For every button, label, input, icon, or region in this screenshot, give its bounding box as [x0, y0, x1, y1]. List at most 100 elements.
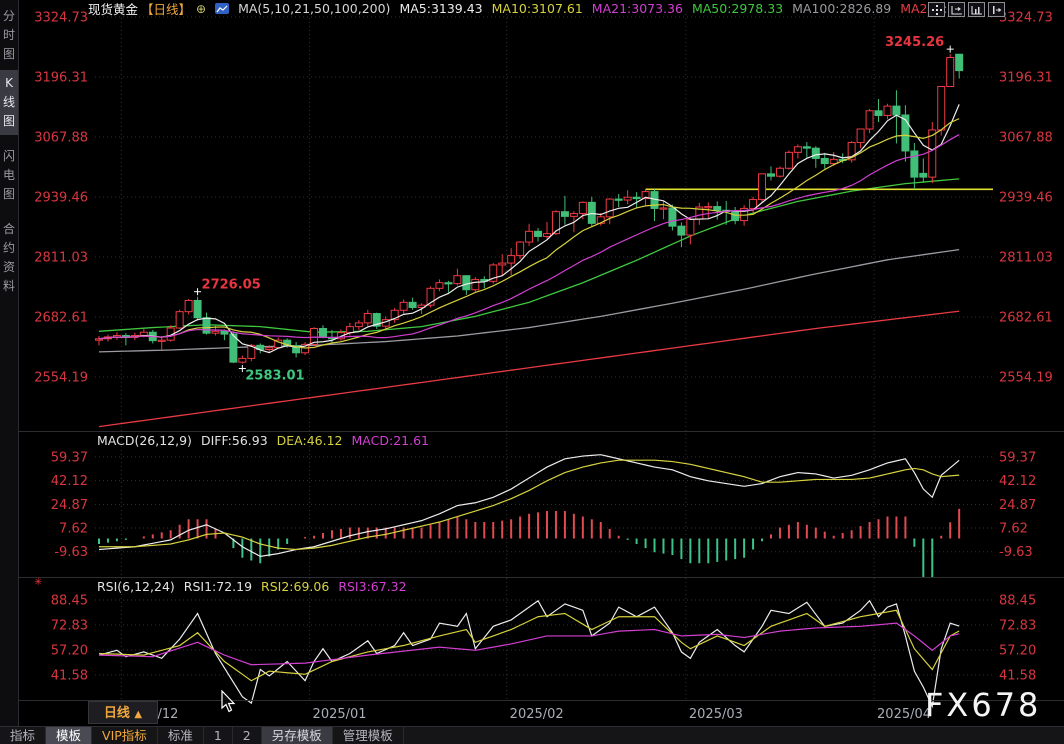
- ma-value-label: MA21:3073.36: [591, 1, 683, 16]
- bottom-toolbar: 指标 模板 VIP指标 标准 1 2 另存模板 管理模板: [0, 726, 1064, 744]
- toolbar-item-指标[interactable]: 指标: [0, 727, 47, 744]
- svg-text:88.45: 88.45: [999, 594, 1036, 609]
- chart-toolbar-icons: [928, 2, 1005, 17]
- macd-title: MACD(26,12,9): [97, 433, 192, 448]
- sidebar-item-分时图[interactable]: 分 时 图: [2, 9, 15, 61]
- rsi2-value: RSI2:69.06: [261, 579, 330, 594]
- svg-text:59.37: 59.37: [51, 450, 88, 465]
- macd-dea-value: DEA:46.12: [276, 433, 343, 448]
- svg-text:3067.88: 3067.88: [34, 131, 88, 146]
- candlestick-series: [95, 53, 964, 364]
- svg-text:3196.31: 3196.31: [34, 70, 88, 85]
- symbol-name: 现货黄金: [88, 2, 139, 17]
- panel-dividers: [18, 0, 1064, 744]
- toolbar-item-VIP指标[interactable]: VIP指标: [92, 727, 158, 744]
- period-tag: 【日线】: [141, 2, 192, 17]
- svg-text:24.87: 24.87: [999, 498, 1036, 513]
- price-annotation: 3245.26: [885, 35, 944, 50]
- macd-macd-value: MACD:21.61: [351, 433, 429, 448]
- svg-text:2554.19: 2554.19: [34, 370, 88, 385]
- pan-right-icon[interactable]: [988, 2, 1005, 17]
- svg-text:72.83: 72.83: [999, 618, 1036, 633]
- svg-text:2811.03: 2811.03: [999, 251, 1053, 266]
- svg-text:3324.73: 3324.73: [34, 11, 88, 26]
- ma21-line: [98, 134, 960, 340]
- ma-value-label: MA10:3107.61: [491, 1, 583, 16]
- ma-group-label: MA(5,10,21,50,100,200): [238, 1, 391, 16]
- toolbar-item-标准[interactable]: 标准: [158, 727, 204, 744]
- svg-text:-9.63: -9.63: [999, 545, 1033, 560]
- svg-text:57.20: 57.20: [51, 644, 88, 659]
- ma100-line: [98, 248, 960, 353]
- zoom-horizontal-icon[interactable]: [948, 2, 965, 17]
- expand-icon[interactable]: ⊕: [196, 1, 207, 16]
- svg-text:59.37: 59.37: [999, 450, 1036, 465]
- extreme-marker-cross: [194, 288, 202, 296]
- rsi-indicator: [98, 599, 960, 709]
- chart-type-icon[interactable]: [215, 3, 230, 14]
- date-label: 2025/03: [688, 707, 743, 722]
- toolbar-item-管理模板[interactable]: 管理模板: [333, 727, 404, 744]
- price-annotations: 3245.26 2726.05 2583.01: [194, 35, 954, 384]
- ma-value-label: MA5:3139.43: [399, 1, 483, 16]
- toolbar-item-另存模板[interactable]: 另存模板: [261, 727, 333, 744]
- ma-legend: MA5:3139.43 MA10:3107.61 MA21:3073.36 MA50:…: [399, 1, 955, 16]
- brand-watermark: FX678: [925, 686, 1042, 724]
- move-crosshair-icon[interactable]: [928, 2, 945, 17]
- rsi2-line: [98, 609, 960, 682]
- svg-text:41.58: 41.58: [999, 668, 1036, 683]
- svg-text:-9.63: -9.63: [54, 545, 88, 560]
- svg-text:57.20: 57.20: [999, 644, 1036, 659]
- extreme-marker-cross: [946, 45, 954, 53]
- svg-text:2939.46: 2939.46: [999, 190, 1053, 205]
- macd-indicator: [98, 454, 961, 578]
- period-label: 日线: [103, 706, 130, 721]
- svg-text:42.12: 42.12: [999, 474, 1036, 489]
- axis-labels: 3324.73 3324.73 3196.31 3196.31 3067.88 3067.…: [34, 11, 1053, 684]
- svg-text:3324.73: 3324.73: [999, 11, 1053, 26]
- svg-text:7.62: 7.62: [999, 522, 1028, 537]
- svg-text:24.87: 24.87: [51, 498, 88, 513]
- rsi3-value: RSI3:67.32: [338, 579, 407, 594]
- panel-marker-icon[interactable]: ✳: [34, 577, 43, 588]
- date-label: 2025/04: [877, 707, 932, 722]
- ma200-line: [98, 310, 960, 428]
- svg-text:2682.61: 2682.61: [999, 310, 1053, 325]
- rsi-panel-header: RSI(6,12,24) RSI1:72.19 RSI2:69.06 RSI3:…: [97, 579, 407, 594]
- price-annotation: 2726.05: [202, 278, 261, 293]
- sidebar-item-K线图[interactable]: K 线 图: [0, 70, 18, 135]
- date-label: 2025/02: [509, 707, 564, 722]
- ma50-line: [98, 178, 960, 333]
- toolbar-item-模板[interactable]: 模板: [46, 727, 93, 744]
- svg-text:2554.19: 2554.19: [999, 370, 1053, 385]
- toolbar-item-2[interactable]: 2: [233, 727, 262, 744]
- svg-text:3196.31: 3196.31: [999, 70, 1053, 85]
- rsi1-line: [98, 599, 960, 709]
- macd-diff-value: DIFF:56.93: [200, 433, 268, 448]
- date-label: 2025/01: [312, 707, 367, 722]
- zoom-vertical-icon[interactable]: [968, 2, 985, 17]
- svg-text:7.62: 7.62: [59, 522, 88, 537]
- ma-value-label: MA100:2826.89: [792, 1, 892, 16]
- extreme-marker-cross: [238, 365, 246, 373]
- ma10-line: [98, 118, 960, 349]
- ma5-line: [98, 104, 960, 354]
- svg-text:41.58: 41.58: [51, 668, 88, 683]
- svg-text:42.12: 42.12: [51, 474, 88, 489]
- rsi-title: RSI(6,12,24): [97, 579, 175, 594]
- chart-header: 现货黄金 【日线】 ⊕ MA(5,10,21,50,100,200) MA5:3…: [88, 1, 956, 17]
- svg-text:2682.61: 2682.61: [34, 310, 88, 325]
- svg-text:3067.88: 3067.88: [999, 131, 1053, 146]
- sidebar-item-闪电图[interactable]: 闪 电 图: [2, 149, 15, 201]
- grid-lines: [95, 14, 993, 700]
- period-selector-button[interactable]: 日线 ▲: [88, 701, 158, 724]
- mouse-cursor: [221, 690, 236, 713]
- macd-panel-header: MACD(26,12,9) DIFF:56.93 DEA:46.12 MACD:…: [97, 433, 429, 448]
- rsi1-value: RSI1:72.19: [183, 579, 253, 594]
- svg-text:72.83: 72.83: [51, 618, 88, 633]
- toolbar-item-1[interactable]: 1: [204, 727, 233, 744]
- period-arrow-icon: ▲: [134, 709, 143, 720]
- sidebar-item-合约资料[interactable]: 合 约 资 料: [2, 222, 15, 293]
- price-annotation: 2583.01: [245, 369, 304, 384]
